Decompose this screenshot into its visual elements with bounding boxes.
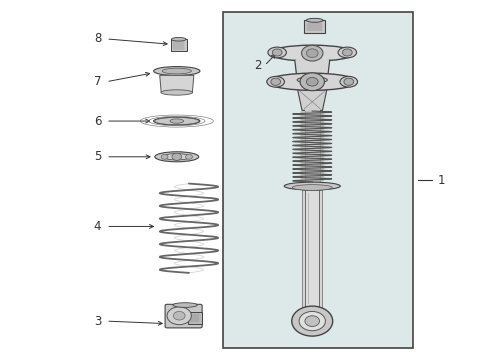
Ellipse shape [267,76,285,87]
Text: 5: 5 [94,150,101,163]
Ellipse shape [340,76,358,87]
Ellipse shape [154,67,200,76]
Text: 7: 7 [94,75,101,88]
FancyBboxPatch shape [304,20,325,33]
Ellipse shape [292,185,332,190]
FancyBboxPatch shape [165,304,202,328]
Ellipse shape [170,119,184,123]
Circle shape [173,311,185,320]
Bar [302,190,322,307]
Circle shape [272,49,282,56]
Circle shape [306,49,318,58]
FancyBboxPatch shape [188,312,202,324]
Text: 8: 8 [94,32,101,45]
Circle shape [343,49,352,56]
Text: 1: 1 [438,174,445,186]
Ellipse shape [270,45,355,61]
Ellipse shape [306,18,323,22]
Text: 6: 6 [94,114,101,127]
Circle shape [161,154,168,159]
Ellipse shape [297,77,327,83]
Circle shape [305,316,319,327]
Bar [305,190,319,307]
Circle shape [301,45,323,61]
Text: 2: 2 [254,59,262,72]
Circle shape [306,77,318,86]
Circle shape [300,73,324,91]
Bar [305,307,319,321]
Ellipse shape [284,182,340,190]
Text: 4: 4 [94,220,101,233]
FancyBboxPatch shape [171,39,187,51]
Bar [223,12,413,348]
Ellipse shape [173,303,197,307]
Circle shape [299,311,325,331]
Circle shape [292,306,333,336]
Ellipse shape [172,37,186,41]
Ellipse shape [338,47,357,58]
Ellipse shape [162,68,192,74]
Ellipse shape [154,117,200,125]
Bar [305,109,319,184]
Circle shape [186,154,193,159]
Circle shape [167,307,192,325]
Circle shape [344,78,354,85]
Ellipse shape [267,73,357,90]
Ellipse shape [268,47,287,58]
Ellipse shape [155,152,199,162]
Polygon shape [297,90,327,111]
Polygon shape [294,60,330,80]
Ellipse shape [161,90,193,95]
Polygon shape [160,75,194,93]
Ellipse shape [163,154,190,160]
Text: 3: 3 [94,315,101,328]
Circle shape [172,153,182,160]
Circle shape [271,78,281,85]
